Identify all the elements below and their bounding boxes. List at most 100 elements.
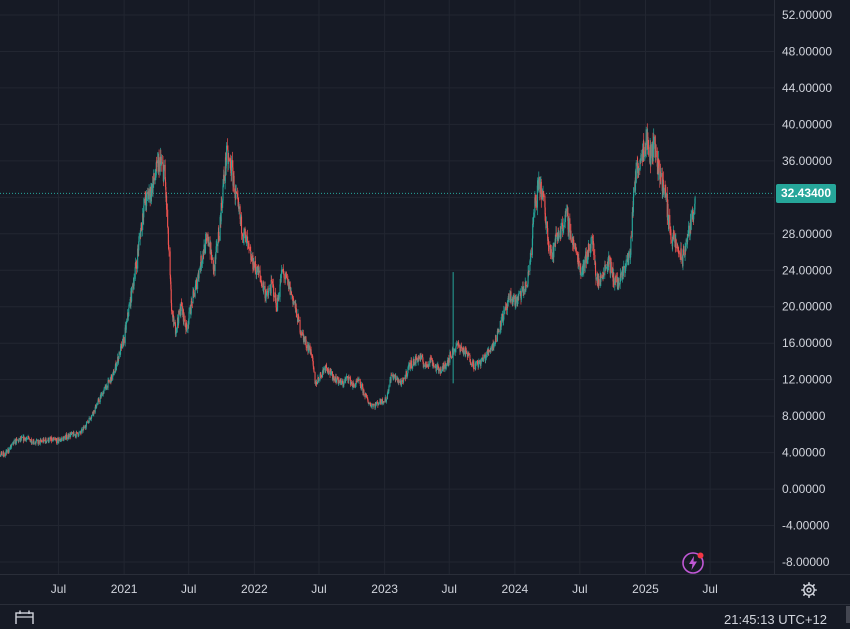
candle-body: [348, 377, 350, 378]
candle-body: [18, 439, 20, 442]
candle-body: [354, 384, 356, 388]
candle-body: [187, 324, 189, 329]
candle-body: [153, 173, 155, 181]
candle-body: [166, 195, 168, 210]
candle-body: [542, 192, 544, 196]
candle-body: [142, 213, 144, 231]
gear-icon[interactable]: [798, 579, 820, 601]
candle-body: [171, 303, 173, 312]
candle-body: [395, 379, 397, 380]
candle-body: [591, 236, 593, 238]
candle-body: [162, 163, 164, 166]
candle-body: [272, 283, 274, 285]
candle-body: [262, 282, 264, 290]
candle-body: [687, 233, 689, 235]
candle-body: [169, 251, 171, 276]
candle-body: [358, 379, 360, 381]
candle-body: [458, 343, 460, 347]
candle-body: [460, 348, 462, 350]
lightning-icon[interactable]: [681, 551, 705, 575]
time-tick-label: 2024: [502, 582, 529, 596]
candle-body: [617, 280, 619, 287]
candle-body: [513, 295, 515, 300]
candle-body: [268, 291, 270, 295]
candle-body: [245, 236, 248, 244]
candle-body: [521, 290, 523, 292]
candle-body: [562, 229, 564, 231]
candle-body: [682, 250, 684, 267]
candle-body: [50, 438, 52, 440]
candle-body: [456, 343, 458, 345]
candle-body: [519, 291, 521, 294]
candle-body: [397, 378, 399, 383]
candle-body: [572, 239, 574, 245]
candle-body: [428, 363, 430, 366]
candle-body: [605, 267, 607, 269]
candle-body: [478, 360, 480, 365]
candle-body: [183, 313, 185, 320]
time-tick-label: 2023: [371, 582, 398, 596]
candle-body: [400, 381, 402, 383]
candle-body: [18, 438, 20, 440]
candle-body: [475, 362, 477, 365]
candle-body: [608, 256, 610, 265]
candle-body: [564, 222, 566, 226]
candle-body: [600, 276, 602, 282]
candle-body: [240, 216, 243, 234]
candle-body: [447, 361, 449, 365]
candle-body: [497, 331, 499, 334]
candle-body: [388, 386, 390, 392]
candle-body: [326, 368, 329, 372]
time-tick-label: 2025: [632, 582, 659, 596]
candle-body: [295, 304, 297, 310]
candle-body: [263, 286, 265, 288]
candle-body: [557, 233, 559, 240]
candle-body: [95, 407, 97, 409]
candle-body: [262, 285, 264, 287]
candle-body: [288, 282, 290, 290]
candle-body: [530, 253, 532, 255]
candle-body: [575, 246, 577, 248]
candle-body: [534, 197, 536, 213]
candle-body: [270, 280, 273, 282]
candle-body: [191, 301, 193, 303]
candle-body: [50, 439, 52, 441]
candle-body: [147, 191, 149, 194]
calendar-icon[interactable]: [14, 610, 36, 626]
candle-body: [560, 222, 562, 229]
candle-body: [494, 341, 496, 343]
candle-body: [100, 394, 102, 398]
candle-body: [393, 375, 395, 378]
candle-body: [148, 188, 150, 196]
candle-body: [222, 200, 224, 208]
candle-body: [421, 355, 424, 358]
candle-body: [113, 373, 115, 376]
candle-body: [649, 145, 652, 165]
candle-body: [472, 360, 474, 362]
candle-body: [397, 382, 399, 384]
candle-body: [550, 249, 552, 254]
candle-body: [33, 442, 35, 444]
candle-body: [349, 377, 351, 385]
candle-body: [170, 289, 172, 304]
candle-body: [457, 342, 459, 346]
candle-body: [667, 203, 669, 217]
candle-body: [669, 215, 671, 229]
candle-body: [8, 448, 10, 452]
candle-body: [537, 183, 539, 186]
candle-body: [2, 455, 4, 456]
candle-body: [535, 200, 537, 203]
candle-body: [502, 314, 504, 323]
candle-body: [650, 144, 652, 159]
price-axis[interactable]: 52.00000 48.00000 44.00000 40.00000 36.00000…: [782, 8, 832, 569]
candle-body: [565, 211, 567, 213]
candle-body: [167, 209, 169, 227]
price-tick-label: -4.00000: [782, 519, 830, 533]
candle-body: [37, 439, 39, 442]
candle-body: [625, 259, 627, 267]
candle-body: [589, 247, 591, 253]
candle-body: [158, 157, 160, 172]
